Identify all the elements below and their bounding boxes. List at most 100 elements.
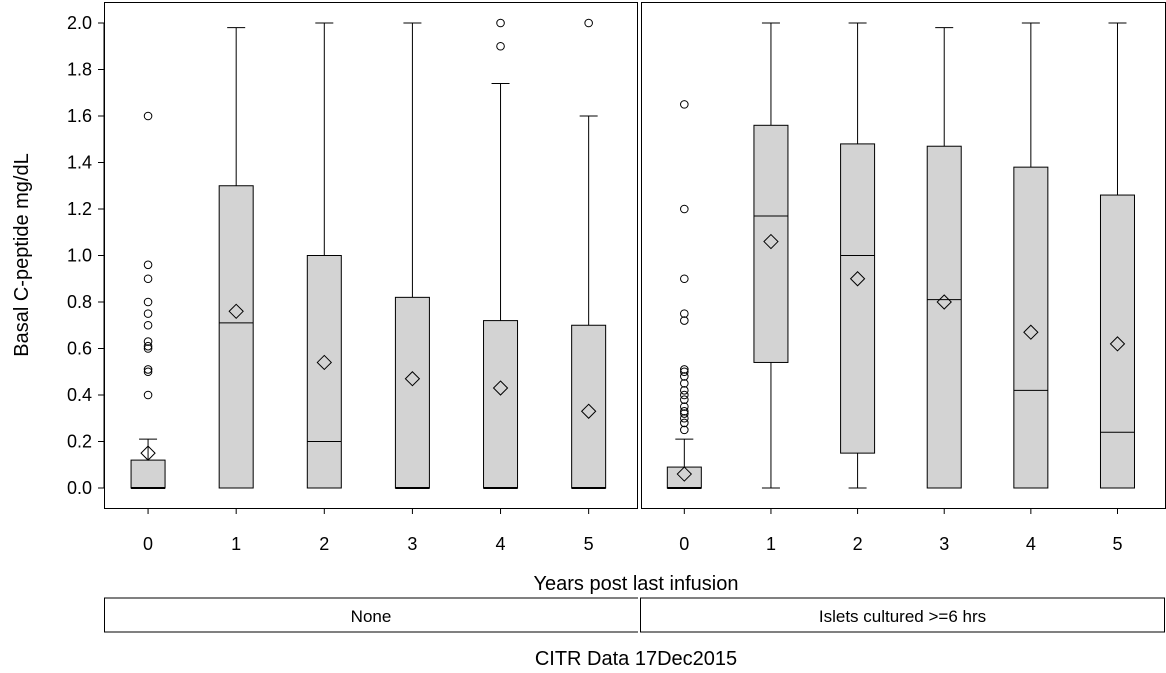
y-tick-label: 0.0	[67, 478, 92, 498]
mean-marker	[404, 371, 421, 387]
outlier-point	[143, 320, 153, 330]
outlier-point	[680, 379, 689, 388]
box-4	[1013, 22, 1049, 489]
outlier-point	[680, 418, 689, 428]
panel-frame	[641, 2, 1166, 509]
outlier-point	[584, 18, 593, 28]
mean-marker	[849, 271, 866, 287]
outlier-point	[143, 260, 153, 270]
footnote: CITR Data 17Dec2015	[535, 648, 737, 670]
box-2	[306, 22, 342, 489]
outlier-point	[143, 341, 153, 351]
mean-marker	[676, 466, 693, 482]
outlier-point	[143, 274, 153, 284]
x-tick-label: 2	[319, 534, 329, 554]
box-iqr	[753, 124, 789, 363]
box-2	[840, 22, 876, 489]
panel-strip-0: None	[104, 597, 638, 633]
box-iqr	[840, 143, 876, 454]
panels: 0 1 2 3 4 5 0 1 2 3 4 5	[104, 2, 1166, 554]
x-tick-label: 0	[143, 534, 153, 554]
outlier-point	[680, 406, 689, 416]
outlier-point	[143, 367, 153, 377]
box-4	[483, 18, 519, 489]
outlier-point	[143, 344, 153, 353]
box-iqr	[394, 296, 430, 489]
y-axis-label: Basal C-peptide mg/dL	[11, 153, 33, 356]
box-iqr	[130, 459, 166, 489]
panel-1: 0 1 2 3 4 5	[641, 2, 1166, 554]
outlier-point	[680, 367, 689, 377]
outlier-point	[143, 390, 153, 400]
box-1	[218, 27, 254, 489]
mean-marker	[492, 380, 509, 396]
outlier-point	[680, 402, 689, 411]
box-iqr	[666, 466, 702, 489]
x-tick-label: 5	[1112, 534, 1122, 554]
box-iqr	[306, 255, 342, 489]
outlier-point	[680, 204, 689, 214]
panel-0: 0 1 2 3 4 5	[104, 2, 638, 554]
outlier-point	[680, 386, 689, 395]
outlier-point	[143, 365, 153, 374]
y-axis: 0.0 0.2 0.4 0.6 0.8 1.0 1.2 1.4 1.6 1.8 2.0	[67, 13, 105, 498]
outlier-point	[496, 41, 505, 51]
x-tick-label: 3	[939, 534, 949, 554]
box-3	[926, 27, 962, 489]
outlier-point	[143, 309, 153, 318]
mean-marker	[936, 294, 952, 310]
y-tick-label: 2.0	[67, 13, 92, 33]
mean-marker	[1109, 336, 1126, 352]
outlier-point	[680, 425, 689, 435]
x-tick-label: 3	[407, 534, 417, 554]
box-0	[130, 111, 166, 489]
outlier-point	[143, 111, 153, 121]
y-tick-label: 1.2	[67, 199, 92, 219]
outlier-point	[680, 409, 689, 418]
panel-frame	[104, 2, 638, 509]
box-3	[394, 22, 430, 489]
box-5	[571, 18, 607, 489]
outlier-point	[680, 274, 689, 284]
y-tick-label: 0.4	[67, 385, 92, 405]
panel-strips: None Islets cultured >=6 hrs	[104, 597, 1165, 633]
outlier-point	[680, 100, 689, 109]
outlier-point	[680, 372, 689, 381]
box-5	[1099, 22, 1135, 489]
outlier-point	[143, 297, 153, 307]
x-axis-label: Years post last infusion	[534, 573, 739, 595]
y-tick-label: 1.4	[67, 153, 92, 173]
box-iqr	[483, 320, 519, 489]
x-tick-label: 1	[766, 534, 776, 554]
y-tick-label: 1.8	[67, 60, 92, 80]
box-iqr	[926, 145, 962, 489]
mean-marker	[580, 403, 597, 419]
outlier-point	[143, 337, 153, 346]
x-tick-label: 4	[1026, 534, 1036, 554]
panel-strip-label: Islets cultured >=6 hrs	[819, 607, 986, 626]
y-tick-label: 1.6	[67, 106, 92, 126]
mean-marker	[1023, 324, 1039, 340]
mean-marker	[763, 233, 779, 250]
y-tick-label: 0.6	[67, 339, 92, 359]
y-tick-label: 0.8	[67, 292, 92, 312]
outlier-point	[680, 390, 689, 400]
panel-strip-1: Islets cultured >=6 hrs	[640, 597, 1165, 633]
outlier-point	[680, 365, 689, 374]
outlier-point	[680, 395, 689, 404]
box-1	[753, 22, 789, 489]
mean-marker	[140, 445, 156, 461]
x-tick-label: 2	[853, 534, 863, 554]
box-iqr	[1013, 166, 1049, 489]
mean-marker	[316, 354, 333, 371]
y-tick-label: 1.0	[67, 246, 92, 266]
outlier-point	[680, 309, 689, 318]
y-tick-label: 0.2	[67, 432, 92, 452]
x-tick-label: 0	[679, 534, 689, 554]
box-0	[666, 100, 702, 489]
outlier-point	[680, 413, 689, 423]
outlier-point	[496, 18, 505, 28]
box-iqr	[218, 185, 254, 489]
mean-marker	[228, 303, 244, 320]
